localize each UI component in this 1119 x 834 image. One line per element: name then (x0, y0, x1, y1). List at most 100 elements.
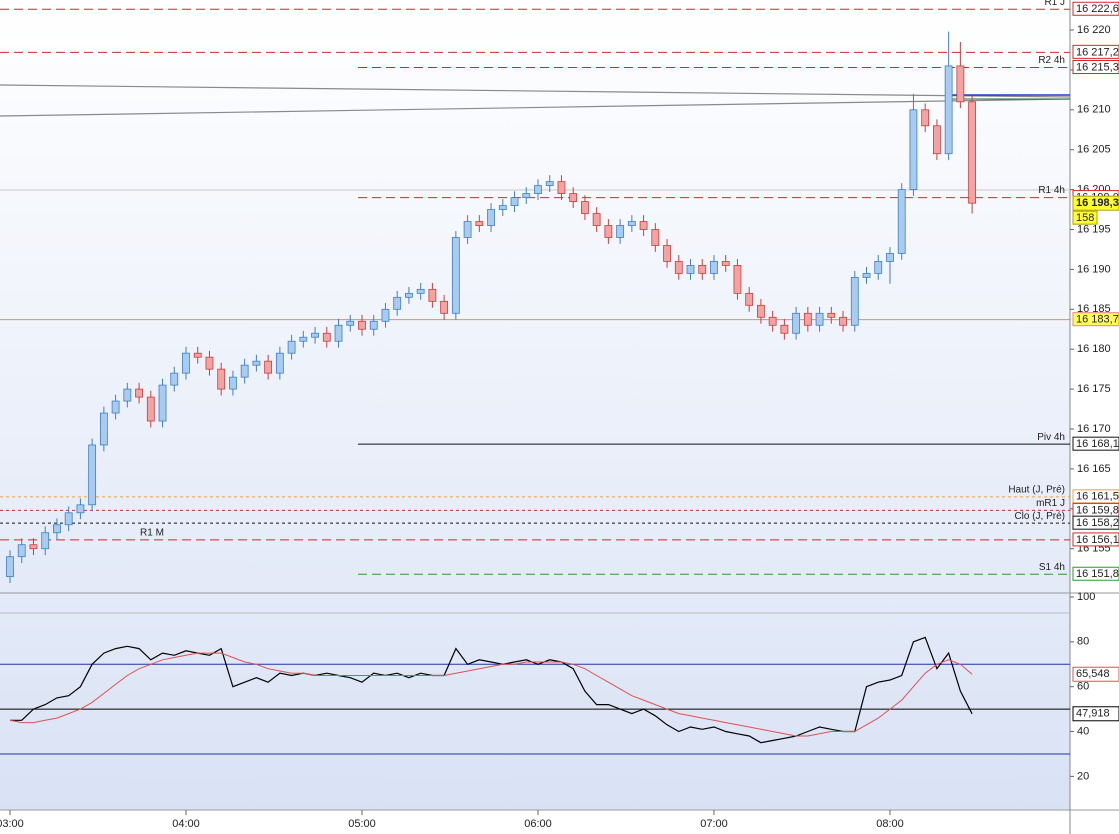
candle-body (428, 288, 437, 302)
x-tick-label: 08:00 (876, 818, 904, 830)
candle-body (405, 292, 413, 298)
candle-body (369, 320, 378, 330)
candle-body (557, 181, 566, 194)
candle-body (158, 384, 167, 422)
candle-body (850, 276, 859, 326)
level-value-box (1072, 1, 1119, 16)
candle-body (99, 412, 108, 446)
level-value-box (1072, 312, 1119, 327)
level-name: R1 J (1044, 0, 1065, 8)
level-value-label: 16 217,2 (1076, 46, 1119, 58)
plot-background (0, 0, 1070, 810)
candle-body (17, 544, 26, 558)
candle-body (123, 388, 132, 402)
candle-body (475, 221, 484, 226)
candle-body (616, 225, 625, 238)
candle-body (510, 197, 519, 206)
candle-body (874, 261, 883, 274)
level-name: S1 4h (1039, 562, 1065, 573)
price-axis-background (1070, 0, 1119, 834)
level-value-label: 16 156,1 (1076, 534, 1119, 546)
y-tick-label: 16 165 (1077, 463, 1111, 475)
candle-body (135, 388, 143, 398)
y-tick-label: 16 220 (1077, 24, 1111, 36)
rsi-tick-label: 40 (1077, 725, 1089, 737)
rsi-tick-label: 20 (1077, 770, 1089, 782)
candle-body (53, 524, 61, 534)
candle-body (698, 265, 707, 274)
level-value-box (1072, 532, 1119, 547)
rsi-tick-label: 60 (1077, 681, 1089, 693)
candle-body (299, 336, 308, 342)
candle-body (921, 109, 930, 127)
candle-body (322, 332, 331, 342)
x-tick-label: 03:00 (0, 818, 24, 830)
candle-body (346, 320, 355, 326)
candle-body (757, 304, 765, 318)
level-value-box (1072, 515, 1119, 530)
candle-body (604, 225, 613, 238)
level-name: R2 4h (1038, 55, 1065, 66)
level-value-box (1072, 436, 1119, 451)
price-panel: R1 J R2 4h R1 4h Piv 4h Haut (J, Pré) mR1 J Cl… (0, 0, 1070, 584)
y-tick-label: 16 175 (1077, 383, 1111, 395)
candle-body (193, 352, 202, 358)
candle-body (440, 300, 449, 314)
candle-body (76, 504, 85, 514)
rsi-value-label: 47,918 (1076, 708, 1110, 720)
candle-body (792, 312, 801, 334)
candle-body (311, 332, 319, 338)
candle-body (803, 312, 812, 326)
level-value-label: 16 215,3 (1076, 61, 1119, 73)
candle-body (627, 221, 636, 226)
candle-body (182, 352, 190, 374)
level-value-label: 16 183,7 (1076, 314, 1119, 326)
rsi-value-box (1072, 666, 1119, 682)
candle-body (639, 221, 648, 230)
timer-label: 158 (1076, 212, 1094, 224)
level-value-label: 16 168,1 (1076, 438, 1119, 450)
candle-body (6, 556, 14, 578)
y-tick-label: 16 180 (1077, 343, 1111, 355)
candle-body (64, 512, 73, 526)
candle-body (569, 193, 578, 202)
candle-body (217, 368, 226, 390)
candle-body (815, 312, 824, 326)
x-tick-label: 04:00 (172, 818, 200, 830)
candle-body (862, 272, 871, 278)
candle-body (956, 65, 965, 103)
level-value-label: 16 151,8 (1076, 568, 1119, 580)
level-value-box (1072, 44, 1119, 59)
candle-body (264, 360, 273, 374)
y-tick-label: 16 205 (1077, 144, 1111, 156)
candle-body (170, 372, 179, 386)
candle-body (768, 316, 777, 326)
candle-body (933, 125, 941, 155)
level-name: Haut (J, Pré) (1008, 484, 1065, 495)
candle-body (287, 340, 296, 354)
candle-body (29, 544, 38, 550)
candle-body (205, 356, 214, 370)
rsi-line (9, 652, 973, 737)
level-value-box (1072, 489, 1119, 504)
candle-body (663, 245, 671, 262)
candle-body (229, 376, 237, 390)
y-tick-label: 16 190 (1077, 263, 1111, 275)
candle-body (745, 292, 754, 306)
last-price-box (1072, 195, 1119, 211)
level-name: Piv 4h (1037, 432, 1065, 443)
candle-body (416, 288, 425, 294)
candle-body (686, 265, 695, 274)
rsi-tick-label: 80 (1077, 636, 1089, 648)
x-tick-label: 07:00 (700, 818, 728, 830)
level-value-label: 16 222,6 (1076, 3, 1119, 15)
candle-body (827, 312, 836, 318)
level-value-label: 16 159,8 (1076, 504, 1119, 516)
level-value-label: 16 161,5 (1076, 491, 1119, 503)
candle-body (334, 324, 343, 342)
candle-body (592, 213, 601, 226)
rsi-value-label: 65,548 (1076, 668, 1110, 680)
candle-body (358, 320, 366, 330)
